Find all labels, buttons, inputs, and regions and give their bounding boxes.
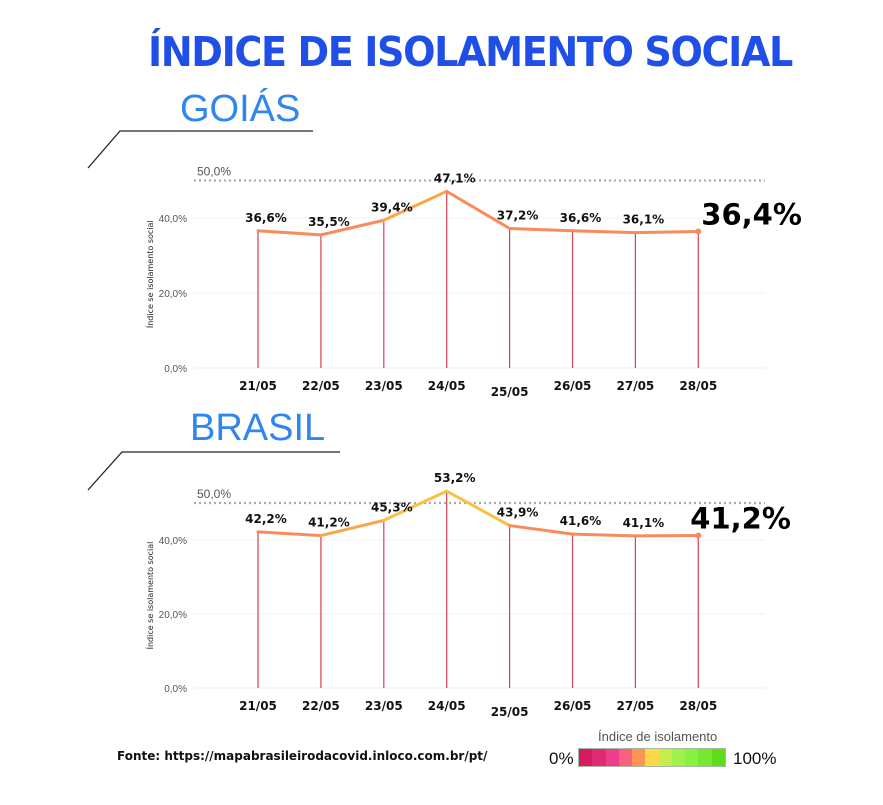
y-tick-label: 40,0%: [159, 214, 187, 225]
data-label: 47,1%: [434, 171, 476, 185]
data-label: 53,2%: [434, 471, 476, 485]
latest-value-label: 36,4%: [701, 198, 802, 232]
region-title-brasil: BRASIL: [190, 407, 326, 449]
legend-swatch: [618, 749, 633, 766]
data-label: 43,9%: [497, 506, 539, 520]
legend-swatch: [698, 749, 712, 766]
legend-swatch: [671, 749, 686, 766]
legend-swatch: [645, 749, 659, 766]
x-tick-label: 28/05: [679, 699, 717, 713]
legend-swatch: [658, 749, 672, 766]
x-tick-label: 21/05: [239, 699, 277, 713]
data-label: 39,4%: [371, 200, 413, 214]
series-segment: [633, 230, 700, 235]
legend-swatch: [605, 749, 619, 766]
reference-label: 50,0%: [197, 165, 231, 179]
series-segment: [256, 229, 323, 237]
x-tick-label: 21/05: [239, 379, 277, 393]
y-tick-label: 0,0%: [164, 364, 187, 375]
region-title-goias: GOIÁS: [180, 88, 301, 130]
latest-value-label: 41,2%: [690, 502, 791, 536]
main-title: ÍNDICE DE ISOLAMENTO SOCIAL: [148, 28, 793, 76]
legend-color-scale: [578, 748, 726, 767]
x-tick-label: 26/05: [554, 379, 592, 393]
series-segment: [445, 489, 512, 528]
data-label: 41,2%: [308, 516, 350, 530]
x-tick-label: 27/05: [617, 379, 655, 393]
legend-min-label: 0%: [549, 749, 574, 768]
legend-swatch: [632, 749, 646, 766]
series-segment: [256, 530, 323, 538]
data-label: 41,6%: [560, 514, 602, 528]
x-tick-label: 23/05: [365, 699, 403, 713]
last-data-point: [695, 532, 702, 539]
series-segment: [571, 532, 637, 538]
data-label: 41,1%: [623, 516, 665, 530]
x-tick-label: 27/05: [617, 699, 655, 713]
series-segment: [508, 524, 574, 536]
legend-max-label: 100%: [733, 749, 777, 768]
decorative-corner-line: [87, 130, 313, 169]
legend-title: Índice de isolamento: [598, 729, 718, 744]
series-segment: [571, 229, 637, 235]
x-tick-label: 25/05: [491, 385, 529, 399]
source-text: Fonte: https://mapabrasileirodacovid.inl…: [117, 749, 488, 763]
y-tick-label: 20,0%: [159, 610, 187, 621]
y-tick-label: 20,0%: [159, 289, 187, 300]
x-tick-label: 23/05: [365, 379, 403, 393]
decorative-corner-line: [87, 451, 340, 491]
data-label: 42,2%: [245, 512, 287, 526]
series-segment: [319, 218, 386, 237]
last-data-point: [695, 228, 702, 235]
data-label: 35,5%: [308, 215, 350, 229]
data-label: 37,2%: [497, 209, 539, 223]
x-tick-label: 24/05: [428, 699, 466, 713]
legend-swatch: [685, 749, 699, 766]
x-tick-label: 22/05: [302, 699, 340, 713]
reference-label: 50,0%: [197, 487, 231, 501]
x-tick-label: 26/05: [554, 699, 592, 713]
y-tick-label: 40,0%: [159, 536, 187, 547]
series-segment: [508, 227, 574, 233]
legend-swatch: [592, 749, 606, 766]
legend-swatch: [711, 749, 725, 766]
y-axis-label: Índice se isolamento social: [144, 542, 155, 650]
series-segment: [319, 518, 386, 538]
data-label: 36,6%: [560, 211, 602, 225]
y-tick-label: 0,0%: [164, 684, 187, 695]
x-tick-label: 28/05: [679, 379, 717, 393]
legend-swatch: [579, 749, 593, 766]
x-tick-label: 25/05: [491, 705, 529, 719]
series-segment: [382, 189, 449, 222]
x-tick-label: 24/05: [428, 379, 466, 393]
x-tick-label: 22/05: [302, 379, 340, 393]
series-segment: [445, 189, 512, 230]
series-segment: [382, 489, 449, 522]
data-label: 36,1%: [623, 213, 665, 227]
y-axis-label: Índice se isolamento social: [144, 220, 155, 328]
data-label: 36,6%: [245, 211, 287, 225]
data-label: 45,3%: [371, 500, 413, 514]
